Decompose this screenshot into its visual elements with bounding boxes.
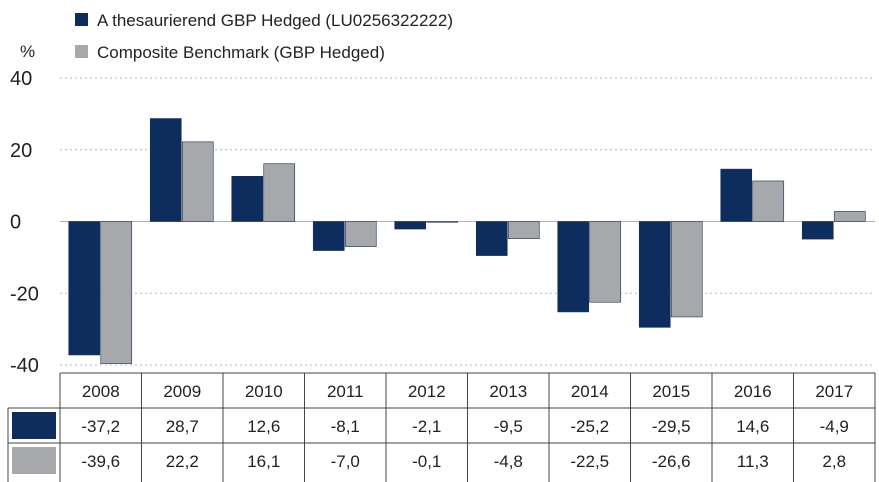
table-cell-benchmark: -22,5 [570,452,609,471]
y-tick-label: -40 [10,355,39,377]
table-cell-fund: -2,1 [412,417,441,436]
table-cell-benchmark: -26,6 [652,452,691,471]
table-year-header: 2011 [327,382,364,401]
legend-label-fund: A thesaurierend GBP Hedged (LU0256322222… [97,11,453,30]
bar-fund [68,221,101,356]
y-axis-unit-label: % [20,42,35,61]
table-year-header: 2008 [82,382,120,401]
table-cell-fund: 12,6 [247,417,280,436]
y-tick-label: 20 [10,140,32,162]
table-cell-fund: 14,6 [736,417,769,436]
table-cell-benchmark: 11,3 [737,452,769,471]
bar-benchmark [100,221,133,364]
table-year-header: 2016 [734,382,772,401]
table-cell-fund: -25,2 [570,417,609,436]
bar-fund [720,168,753,222]
bar-fund [638,221,671,328]
table-year-header: 2010 [245,382,283,401]
table-swatch-fund [12,412,56,439]
bar-benchmark [263,163,296,222]
table-swatch-benchmark [12,447,56,474]
bars [68,118,866,364]
legend-label-benchmark: Composite Benchmark (GBP Hedged) [97,43,385,62]
bar-benchmark [833,211,866,222]
bar-benchmark [181,141,214,222]
bar-benchmark [670,221,703,318]
bar-fund [149,118,182,222]
table-year-header: 2014 [571,382,609,401]
table-cell-fund: -4,9 [820,417,849,436]
table-year-header: 2017 [815,382,853,401]
table-cell-benchmark: 22,2 [166,452,199,471]
data-table: 2008 2009 2010 2011 2012 2013 2014 2015 2016 2017… [7,372,876,482]
bar-fund [801,221,834,240]
bar-benchmark [507,221,540,240]
table-year-header: 2013 [489,382,527,401]
table-cell-fund: -37,2 [81,417,120,436]
table-year-header: 2012 [408,382,446,401]
table-cell-benchmark: 16,1 [247,452,280,471]
y-tick-label: -20 [10,283,39,305]
bar-fund [394,221,427,230]
bar-fund [557,221,590,313]
legend-swatch-benchmark [75,45,88,58]
table-cell-benchmark: -7,0 [331,452,360,471]
y-tick-label: 0 [10,212,21,234]
table-cell-benchmark: 2,8 [822,452,846,471]
legend: A thesaurierend GBP Hedged (LU0256322222… [75,11,453,62]
table-cell-fund: 28,7 [166,417,199,436]
legend-swatch-fund [75,13,88,26]
y-axis-ticks: 40 20 0 -20 -40 [10,68,39,377]
bar-benchmark [344,221,377,247]
bar-fund [475,221,508,256]
bar-fund [312,221,345,251]
bar-benchmark [752,180,785,222]
y-tick-label: 40 [10,68,32,90]
table-cell-benchmark: -0,1 [412,452,441,471]
table-cell-benchmark: -4,8 [494,452,523,471]
bar-benchmark [589,221,622,303]
bar-fund [231,175,264,222]
table-year-header: 2009 [163,382,201,401]
bar-benchmark [426,221,459,223]
table-cell-fund: -9,5 [494,417,523,436]
table-cell-fund: -8,1 [331,417,360,436]
table-year-header: 2015 [652,382,690,401]
table-cell-benchmark: -39,6 [81,452,120,471]
table-cell-fund: -29,5 [652,417,691,436]
